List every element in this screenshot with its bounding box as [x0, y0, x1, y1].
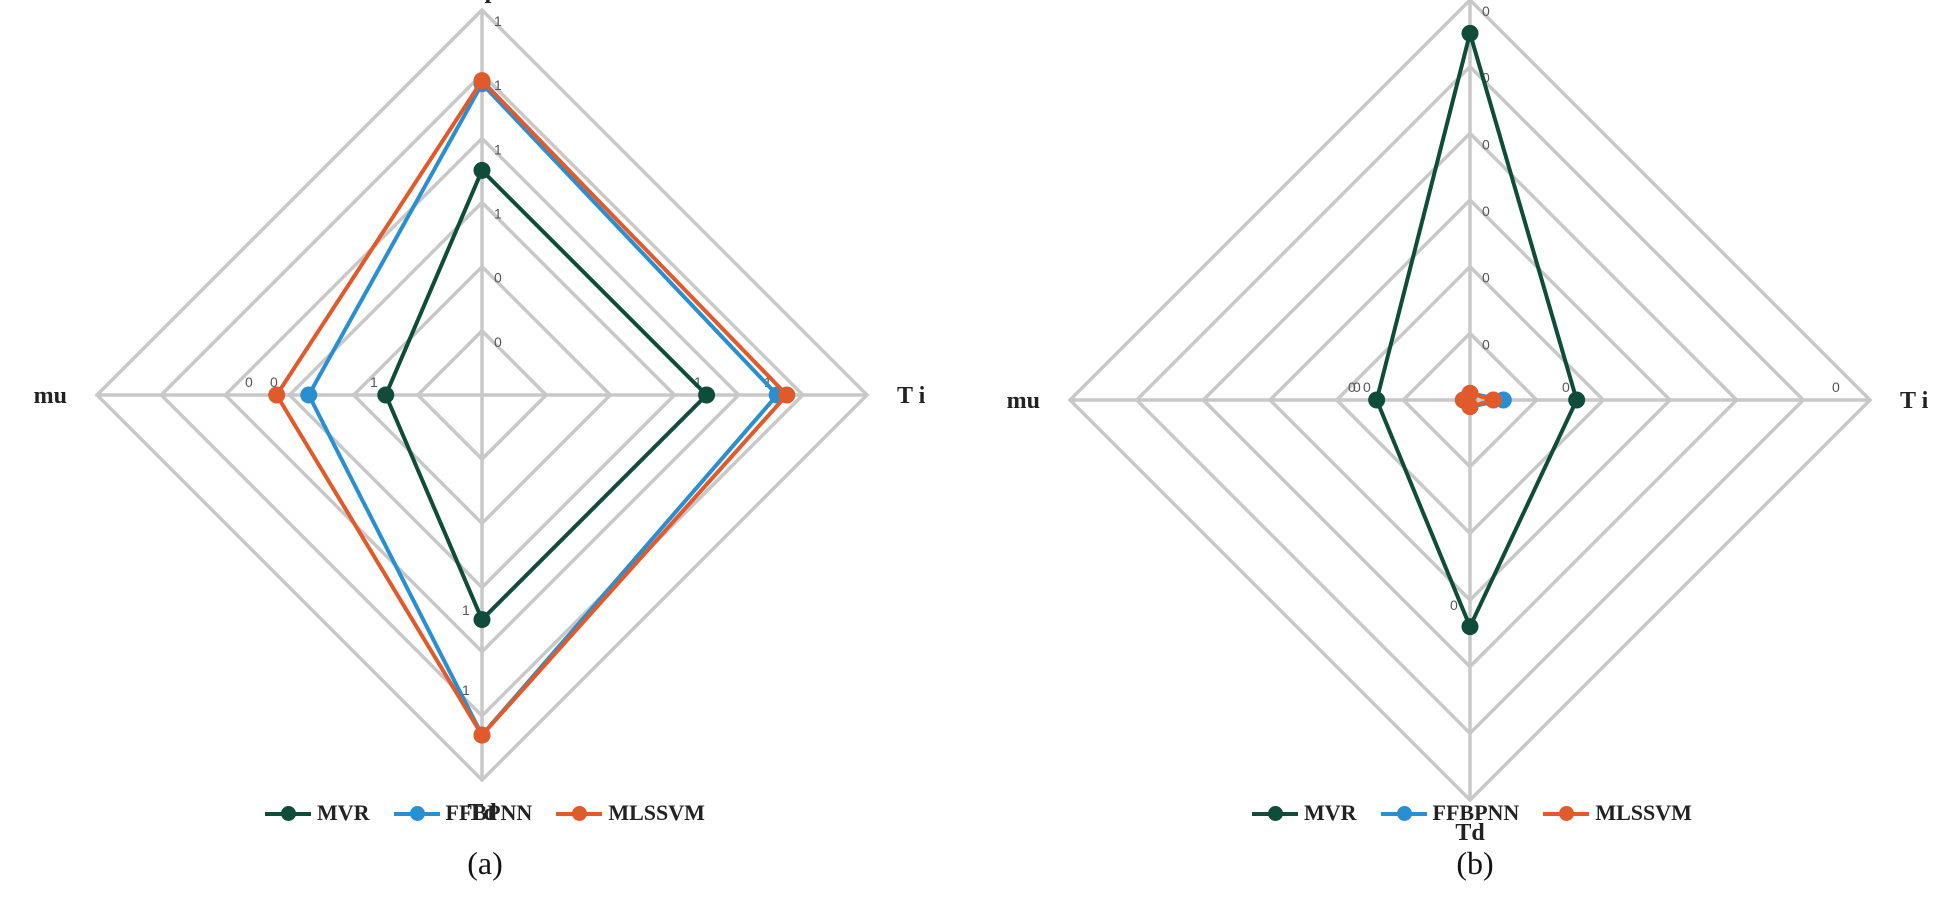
data-point-mvr-ti: [1568, 391, 1586, 409]
radar-plot-a: 0 0 1 1 1 1 1 1 1 1 1 0 0 Kp T i Td mu: [34, 0, 926, 826]
caption-a: (a): [467, 845, 503, 881]
legend-item-ffbpnn: FFBPNN: [393, 800, 533, 826]
data-point-ffbpnn-mu: [300, 386, 318, 404]
tick-label-kp: 1: [494, 77, 502, 93]
tick-label-mu: 0: [245, 374, 253, 390]
tick-label-mu: 0: [1363, 379, 1371, 395]
data-point-mvr-mu: [377, 386, 395, 404]
legend-swatch-mlssvm: [1543, 805, 1590, 821]
data-point-mlssvm-td: [473, 726, 491, 744]
data-point-mvr-mu: [1368, 391, 1386, 409]
tick-label-kp: 0: [1482, 336, 1490, 352]
legend-a: MVR FFBPNN MLSSVM: [265, 800, 705, 826]
tick-label-ti: 0: [1562, 379, 1570, 395]
legend-label-mlssvm: MLSSVM: [1595, 800, 1692, 825]
radar-tick-labels: 0 0 1 1 1 1 1 1 1 1 1 0 0: [245, 13, 772, 698]
radar-chart-a: 0 0 1 1 1 1 1 1 1 1 1 0 0 Kp T i Td mu MVR FFBPNN MLSSVM…: [34, 0, 926, 881]
legend-item-ffbpnn: FFBPNN: [1380, 800, 1520, 826]
data-point-mlssvm-ti: [1484, 391, 1502, 409]
legend-label-mvr: MVR: [1304, 800, 1357, 825]
series-ffbpnn: [300, 75, 786, 744]
tick-label-kp: 1: [494, 13, 502, 29]
radar-grid: [94, 7, 870, 783]
legend-swatch-ffbpnn: [1380, 805, 1427, 821]
legend-item-mlssvm: MLSSVM: [1543, 800, 1692, 826]
tick-label-ti: 1: [694, 374, 702, 390]
data-point-mlssvm-mu: [1454, 391, 1472, 409]
data-point-mvr-kp: [1461, 24, 1479, 42]
tick-label-mu: 0: [1353, 379, 1361, 395]
tick-label-ti: 0: [1832, 379, 1840, 395]
data-point-mvr-kp: [473, 161, 491, 179]
tick-label-kp: 0: [494, 270, 502, 286]
tick-label-td: 0: [1450, 597, 1458, 613]
tick-label-kp: 0: [1482, 70, 1490, 86]
legend-label-ffbpnn: FFBPNN: [1432, 800, 1520, 825]
data-point-mlssvm-kp: [473, 72, 491, 90]
caption-b: (b): [1456, 845, 1494, 881]
tick-label-kp: 0: [1482, 136, 1490, 152]
axis-label-ti: T i: [897, 383, 926, 409]
tick-label-kp: 0: [494, 334, 502, 350]
axis-label-mu: mu: [1007, 388, 1040, 414]
tick-label-mu: 0: [270, 374, 278, 390]
tick-label-mu: 0: [1348, 379, 1356, 395]
tick-label-td: 1: [462, 602, 470, 618]
axis-label-ti: T i: [1900, 388, 1929, 414]
legend-swatch-mvr: [1252, 805, 1298, 821]
legend-item-mvr: MVR: [1252, 800, 1357, 826]
axis-label-td: Td: [1455, 820, 1485, 846]
tick-label-kp: 0: [1482, 3, 1490, 19]
legend-swatch-mvr: [265, 805, 311, 821]
series-mvr: [1368, 24, 1586, 636]
tick-label-kp: 1: [494, 206, 502, 222]
legend-swatch-mlssvm: [556, 805, 603, 821]
tick-label-kp: 1: [494, 141, 502, 157]
data-point-mvr-td: [473, 611, 491, 629]
tick-label-kp: 0: [1482, 203, 1490, 219]
tick-label-ti: 1: [764, 374, 772, 390]
radar-grid: [1067, 0, 1873, 803]
legend-item-mlssvm: MLSSVM: [556, 800, 705, 826]
data-point-mvr-td: [1461, 618, 1479, 636]
data-point-mlssvm-mu: [268, 386, 286, 404]
legend-label-mlssvm: MLSSVM: [608, 800, 705, 825]
series-line-ffbpnn: [306, 81, 780, 738]
radar-tick-labels: 0000000000000: [1348, 3, 1840, 613]
series-mvr: [377, 161, 716, 629]
data-point-mvr-ti: [698, 386, 716, 404]
legend-item-mvr: MVR: [265, 800, 370, 826]
tick-label-td: 1: [462, 682, 470, 698]
legend-label-mvr: MVR: [317, 800, 370, 825]
axis-label-mu: mu: [34, 383, 67, 409]
radar-axis-labels: Kp T i Td mu: [34, 0, 926, 826]
legend-swatch-ffbpnn: [393, 805, 440, 821]
series-mlssvm: [268, 72, 796, 744]
series-mlssvm: [1454, 384, 1502, 416]
legend-label-ffbpnn: FFBPNN: [445, 800, 533, 825]
legend-b: MVR FFBPNN MLSSVM: [1252, 800, 1692, 826]
tick-label-kp: 0: [1482, 270, 1490, 286]
axis-label-td: Td: [467, 800, 497, 826]
data-point-mlssvm-ti: [778, 386, 796, 404]
tick-label-mu: 1: [370, 374, 378, 390]
axis-label-kp: Kp: [466, 0, 498, 4]
